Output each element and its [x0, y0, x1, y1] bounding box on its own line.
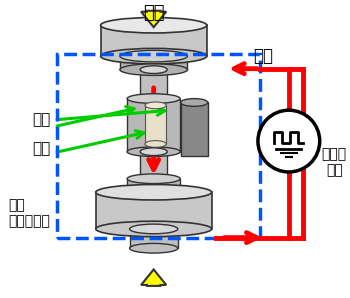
Ellipse shape	[120, 50, 188, 62]
Text: 圧力: 圧力	[143, 4, 164, 22]
Text: 電流: 電流	[253, 47, 273, 65]
Text: 金型: 金型	[32, 112, 50, 127]
Bar	[100, 25, 207, 56]
Ellipse shape	[181, 99, 208, 106]
Text: パルス
電源: パルス 電源	[322, 147, 347, 177]
Bar	[145, 105, 166, 144]
Bar	[140, 152, 167, 179]
Ellipse shape	[145, 102, 166, 109]
Ellipse shape	[140, 148, 167, 156]
Ellipse shape	[140, 95, 167, 103]
Bar	[120, 56, 188, 70]
Ellipse shape	[96, 184, 212, 200]
Text: 粉末: 粉末	[32, 141, 50, 156]
Bar	[127, 99, 180, 152]
Polygon shape	[141, 11, 166, 27]
Ellipse shape	[127, 187, 180, 197]
Bar	[181, 103, 208, 156]
Ellipse shape	[127, 147, 180, 156]
Ellipse shape	[127, 94, 180, 103]
Ellipse shape	[96, 221, 212, 237]
Bar	[96, 192, 212, 229]
Ellipse shape	[120, 64, 188, 75]
Circle shape	[258, 110, 320, 172]
Ellipse shape	[145, 141, 166, 147]
Polygon shape	[141, 269, 166, 286]
Bar	[140, 70, 167, 99]
Ellipse shape	[140, 175, 167, 183]
Bar	[127, 179, 180, 192]
Bar	[57, 54, 260, 238]
Ellipse shape	[100, 18, 207, 33]
Text: 真空
チェンバー: 真空 チェンバー	[8, 198, 50, 229]
Ellipse shape	[130, 224, 178, 234]
Ellipse shape	[140, 66, 167, 74]
Ellipse shape	[100, 48, 207, 64]
Ellipse shape	[127, 174, 180, 184]
Bar	[130, 229, 178, 248]
Ellipse shape	[130, 243, 178, 253]
